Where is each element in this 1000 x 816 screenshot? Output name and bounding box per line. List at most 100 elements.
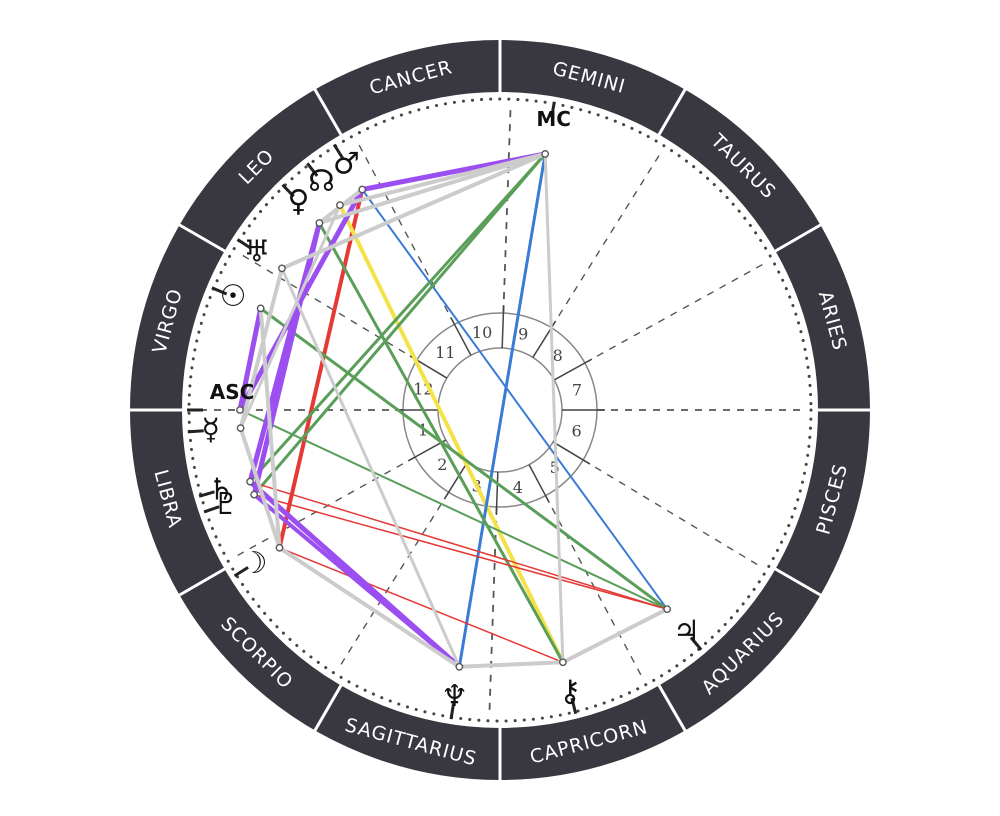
house-number-8: 8 [553,346,563,365]
planet-marker-uranus [278,264,286,273]
house-number-6: 6 [572,422,582,441]
house-cusp-line [234,456,416,558]
aspect-line-saturn-jupiter [249,480,668,610]
north-node-icon: ☊ [308,164,335,199]
planet-degree-tick [236,238,252,250]
aspect-line-mc-venus [317,151,548,225]
house-cusp-line [502,107,512,314]
planet-marker-venus [315,219,324,227]
planet-degree-tick [306,162,319,177]
planet-marker-moon [275,543,284,552]
house-cusp-line [582,459,761,567]
house-number-2: 2 [437,455,447,474]
aspect-line-moon-neptune [277,545,462,669]
aspect-line-mc-chiron [543,152,565,664]
sun-icon: ☉ [220,279,247,314]
aspect-line-mars-jupiter [361,188,669,611]
angle-label-asc: ASC [210,380,255,404]
sign-divider [656,682,688,733]
planet-marker-north-node [336,201,344,210]
planet-degree-tick [233,566,249,578]
house-cusp-line [338,491,450,668]
house-number-7: 7 [572,381,582,400]
aspect-line-pluto-jupiter [253,493,668,610]
sign-divider [177,566,228,598]
house-cusp-tick [407,439,447,462]
angle-label-mc: MC [536,107,571,131]
aspect-line-neptune-chiron [457,660,565,669]
planet-degree-tick [281,183,295,198]
planet-marker-chiron [558,658,567,667]
mercury-icon: ☿ [201,413,219,448]
planet-marker-mercury [236,424,245,433]
planet-degree-tick [211,286,228,296]
sign-divider [656,87,688,138]
planet-degree-tick [550,101,556,118]
planet-marker-asc [236,406,244,414]
house-cusp-tick [528,464,550,504]
house-cusp-tick [450,316,472,356]
house-number-4: 4 [513,478,523,497]
house-cusp-line [239,253,418,361]
planet-degree-tick [187,429,204,434]
neptune-icon: ♆ [441,679,468,714]
house-cusp-tick [495,471,499,515]
planet-degree-tick [449,703,456,720]
planet-marker-sun [256,304,265,313]
aspect-line-north-node-mercury [239,203,342,430]
aspect-line-pluto-neptune [252,492,462,669]
jupiter-icon: ♃ [673,615,700,650]
aspect-line-sun-jupiter [259,306,669,611]
house-cusp-line [584,262,766,364]
aspect-line-north-node-chiron [337,203,565,665]
aspect-line-mc-pluto [252,152,547,497]
sign-divider [772,566,823,598]
house-cusp-tick [501,305,505,349]
planet-marker-saturn [246,477,254,486]
planet-degree-tick [332,143,344,159]
planet-degree-tick [570,697,578,715]
planet-marker-pluto [250,490,259,499]
sign-divider [772,222,823,254]
house-cusp-tick [552,441,591,465]
planet-degree-tick [198,490,215,498]
mars-icon: ♂ [333,147,360,182]
saturn-icon: ♄ [208,472,235,507]
aspect-line-venus-saturn [247,220,322,485]
house-cusp-line [550,152,662,329]
aspect-line-mc-saturn [248,152,547,484]
aspect-line-asc-sun [237,305,264,413]
planet-marker-mc [541,150,550,158]
aspect-line-moon-chiron [278,547,564,664]
aspect-line-uranus-mercury [238,266,284,431]
house-cusp-tick [553,358,593,381]
house-number-9: 9 [518,324,528,343]
venus-icon: ♀ [288,184,310,219]
sign-divider [177,222,228,254]
pluto-icon: ♇ [212,487,239,522]
planet-marker-neptune [455,662,464,671]
aspect-line-asc-jupiter [239,409,669,611]
aspect-line-chiron-jupiter [560,607,670,665]
moon-icon: ☽ [241,546,268,581]
planet-degree-tick [203,505,220,514]
aspect-line-sun-moon [258,306,282,550]
aspect-line-uranus-neptune [280,266,461,669]
sign-divider [312,87,344,138]
planet-marker-jupiter [663,605,672,614]
house-cusp-tick [443,462,468,500]
aspect-line-mc-neptune [457,152,547,669]
aspect-line-mercury-moon [238,426,282,550]
chiron-icon: ⚷ [559,674,581,709]
degree-dots-ring [187,97,813,723]
uranus-icon: ♅ [243,235,270,270]
aspect-line-mars-moon [277,187,365,550]
house-number-10: 10 [472,323,492,342]
planet-degree-tick [689,636,703,651]
sign-divider [312,682,344,733]
planet-marker-mars [358,185,367,194]
aspect-line-mc-uranus [279,151,548,271]
house-number-11: 11 [435,343,455,362]
